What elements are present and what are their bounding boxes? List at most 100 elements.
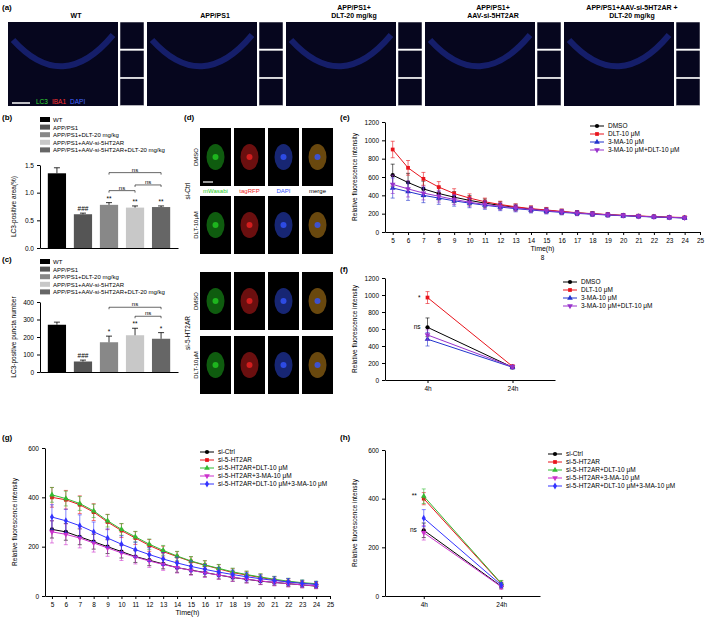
- cell: [309, 352, 327, 378]
- tick: 200: [368, 210, 385, 217]
- tick-mark: [501, 596, 502, 599]
- tick-label: 25: [327, 601, 335, 608]
- error-bar: [78, 515, 82, 537]
- tick-label: 0: [375, 593, 379, 600]
- point: [49, 492, 55, 497]
- point: [300, 580, 304, 587]
- tick-mark: [382, 329, 385, 330]
- legend-marker: [594, 139, 600, 144]
- tick-label: 17: [216, 601, 224, 608]
- error-cap: [529, 206, 533, 207]
- column-label: AAV-si-5HT2AR: [467, 12, 519, 19]
- tick: 0: [30, 369, 40, 376]
- legend-entry: si-5-HT2AR: [566, 458, 600, 465]
- column-label: DLT-20 mg/kg: [609, 12, 654, 20]
- error-cap: [119, 535, 123, 536]
- error-bar: [64, 509, 68, 532]
- error-cap: [426, 346, 430, 347]
- micrograph: [200, 336, 231, 394]
- legend-entry: si-5-HT2AR+DLT-10 μM: [218, 464, 288, 472]
- tick-mark: [382, 596, 385, 597]
- bar: [48, 173, 66, 248]
- cell: [309, 212, 327, 238]
- error-cap: [391, 141, 395, 142]
- point: [272, 577, 276, 584]
- error-cap: [231, 570, 235, 571]
- tick-mark: [623, 232, 624, 235]
- error-cap: [231, 581, 235, 582]
- error-cap: [391, 157, 395, 158]
- error-bar: [560, 210, 564, 215]
- tick: 100: [23, 351, 40, 358]
- tick-mark: [135, 596, 136, 599]
- cell: [207, 288, 225, 314]
- nucleus: [315, 154, 321, 160]
- tick-mark: [382, 278, 385, 279]
- legend-entry: si-5-HT2AR: [218, 456, 252, 463]
- tick: 22: [651, 232, 659, 244]
- tick-mark: [685, 232, 686, 235]
- bar: [126, 335, 144, 372]
- legend-swatch: [40, 132, 50, 137]
- error-cap: [132, 205, 138, 206]
- tick-label: 12: [146, 601, 154, 608]
- tick-label: 5: [51, 601, 55, 608]
- point: [574, 211, 580, 216]
- tick-label: 10: [466, 237, 474, 244]
- error-bar: [422, 489, 426, 504]
- tick-mark: [546, 232, 547, 235]
- point: [425, 333, 431, 338]
- error-cap: [119, 560, 123, 561]
- bracket: [135, 316, 161, 318]
- tick: 18: [230, 596, 238, 608]
- tick: 12: [497, 232, 505, 244]
- error-bar: [391, 141, 395, 158]
- axis-title: Relative fluorescence intensity: [351, 478, 359, 567]
- error-bar: [422, 510, 426, 527]
- tick: 0: [375, 593, 385, 600]
- tick-label: 200: [23, 334, 34, 341]
- tick-mark: [37, 372, 40, 373]
- error-bar: [422, 525, 426, 540]
- point: [119, 526, 125, 531]
- error-cap: [406, 200, 410, 201]
- error-bar: [483, 201, 487, 209]
- tick-label: 400: [368, 343, 379, 350]
- tick: 7: [78, 596, 82, 608]
- legend-entry: APP/PS1+DLT-20 mg/kg: [53, 274, 119, 280]
- tick-label: 400: [368, 192, 379, 199]
- tick-label: 4h: [424, 385, 432, 392]
- plot-area: [48, 168, 170, 248]
- axis: 0100200300400: [23, 299, 40, 376]
- micrograph-inset: [259, 79, 283, 106]
- error-cap: [483, 209, 487, 210]
- tick: 1200: [365, 119, 385, 126]
- tick-label: 1.0: [25, 189, 34, 196]
- error-cap: [203, 577, 207, 578]
- tick-mark: [608, 232, 609, 235]
- point: [92, 528, 96, 535]
- tick-mark: [121, 596, 122, 599]
- tick-mark: [382, 177, 385, 178]
- tick-label: 18: [230, 601, 238, 608]
- significance: ###: [78, 205, 89, 212]
- series-line: [428, 298, 513, 367]
- error-cap: [133, 541, 137, 542]
- legend-swatch: [40, 259, 50, 264]
- tick-label: 8: [437, 237, 441, 244]
- tick-mark: [700, 232, 701, 235]
- micrograph-inset: [537, 50, 561, 77]
- significance: *: [418, 294, 421, 301]
- nucleus: [247, 222, 253, 228]
- panel-label: (h): [340, 433, 351, 442]
- point: [189, 563, 193, 570]
- error-bar: [189, 561, 193, 572]
- error-cap: [452, 206, 456, 207]
- axis-line: [41, 372, 179, 373]
- tick: 7: [422, 232, 426, 244]
- column-label: DLT-20 mg/kg: [331, 12, 376, 20]
- error-bar: [258, 575, 262, 583]
- bar: [126, 208, 144, 248]
- significance: ns: [145, 310, 151, 316]
- tick: 0.5: [25, 217, 40, 224]
